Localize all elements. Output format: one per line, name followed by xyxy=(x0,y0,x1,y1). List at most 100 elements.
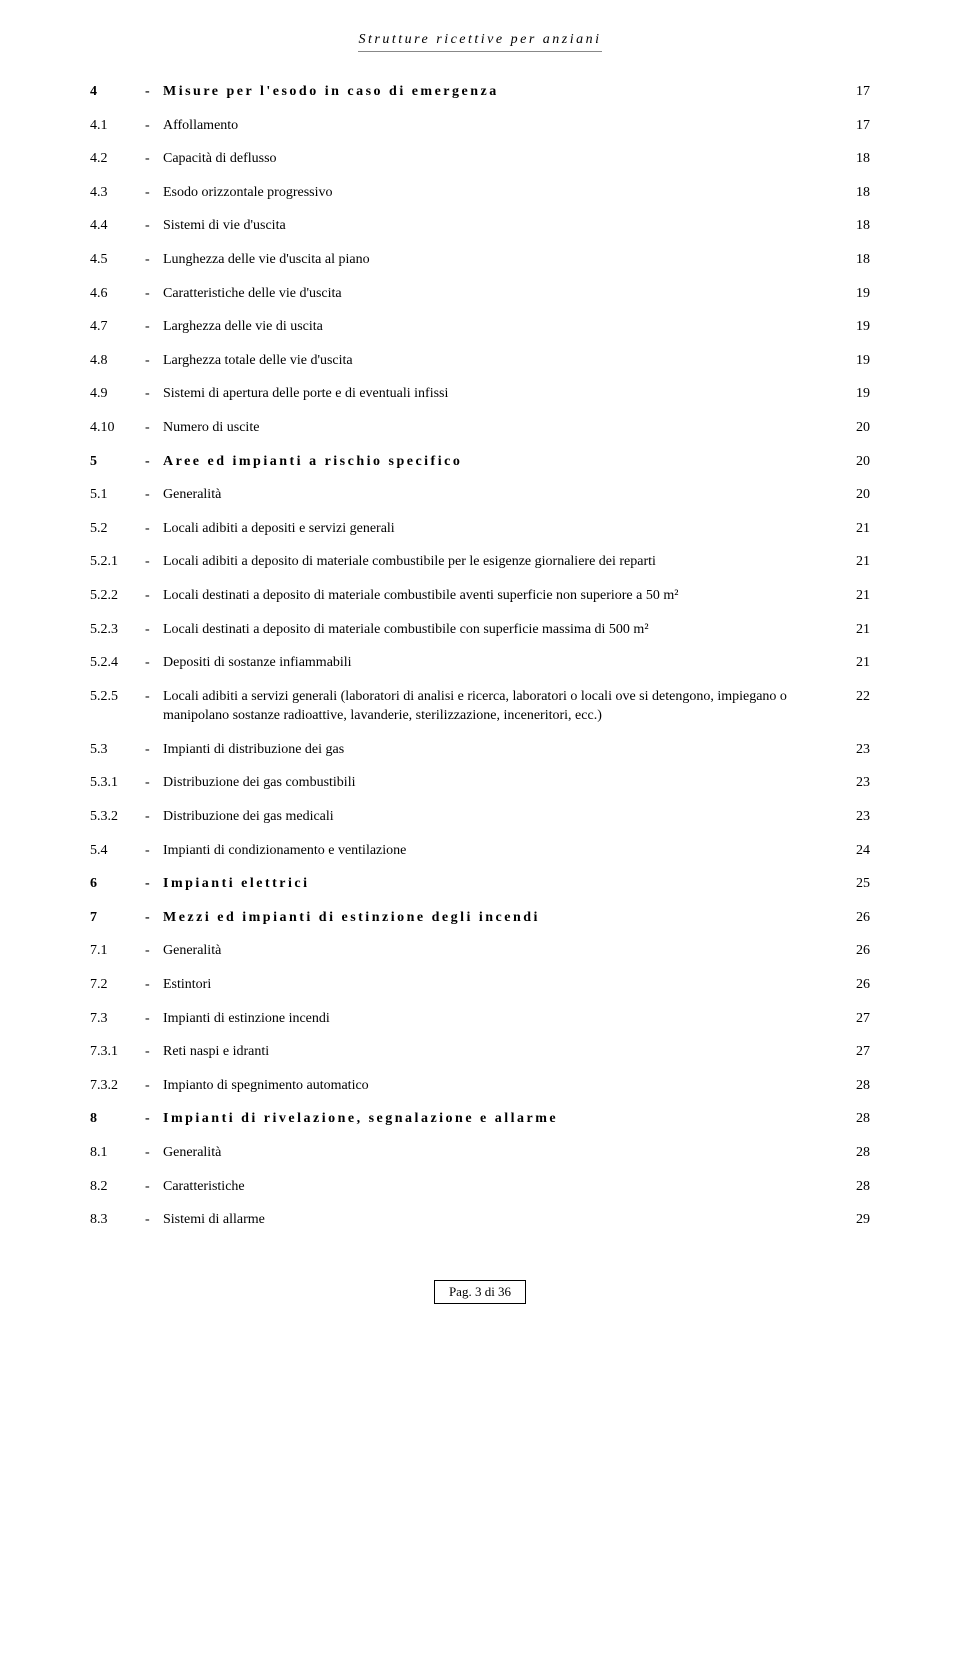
toc-title: Larghezza delle vie di uscita xyxy=(163,317,840,337)
toc-row: 4.10-Numero di uscite20 xyxy=(90,418,870,438)
toc-title: Esodo orizzontale progressivo xyxy=(163,183,840,203)
toc-page: 19 xyxy=(840,284,870,304)
toc-number: 4.5 xyxy=(90,250,145,270)
toc-dash: - xyxy=(145,1177,163,1197)
toc-row: 5.3.2-Distribuzione dei gas medicali23 xyxy=(90,807,870,827)
toc-row: 5.1-Generalità20 xyxy=(90,485,870,505)
toc-title: Locali adibiti a depositi e servizi gene… xyxy=(163,519,840,539)
toc-page: 18 xyxy=(840,250,870,270)
toc-title: Numero di uscite xyxy=(163,418,840,438)
toc-number: 5.4 xyxy=(90,841,145,861)
toc-row: 4.5-Lunghezza delle vie d'uscita al pian… xyxy=(90,250,870,270)
toc-number: 5.3.2 xyxy=(90,807,145,827)
toc-row: 4.7-Larghezza delle vie di uscita19 xyxy=(90,317,870,337)
toc-title: Locali adibiti a deposito di materiale c… xyxy=(163,552,840,572)
toc-page: 19 xyxy=(840,351,870,371)
toc-row: 8.1-Generalità28 xyxy=(90,1143,870,1163)
toc-number: 7.2 xyxy=(90,975,145,995)
toc-title: Impianti elettrici xyxy=(163,874,840,894)
toc-number: 8.2 xyxy=(90,1177,145,1197)
toc-title: Misure per l'esodo in caso di emergenza xyxy=(163,82,840,102)
toc-title: Locali adibiti a servizi generali (labor… xyxy=(163,687,840,726)
toc-title: Locali destinati a deposito di materiale… xyxy=(163,620,840,640)
toc-title: Impianti di distribuzione dei gas xyxy=(163,740,840,760)
toc-number: 7.3 xyxy=(90,1009,145,1029)
toc-row: 6-Impianti elettrici25 xyxy=(90,874,870,894)
toc-page: 26 xyxy=(840,908,870,928)
toc-number: 5.2.3 xyxy=(90,620,145,640)
toc-title: Affollamento xyxy=(163,116,840,136)
toc-title: Mezzi ed impianti di estinzione degli in… xyxy=(163,908,840,928)
toc-number: 5.2 xyxy=(90,519,145,539)
toc-page: 23 xyxy=(840,773,870,793)
toc-title: Sistemi di vie d'uscita xyxy=(163,216,840,236)
toc-page: 25 xyxy=(840,874,870,894)
toc-page: 24 xyxy=(840,841,870,861)
toc-page: 21 xyxy=(840,552,870,572)
toc-row: 8.3-Sistemi di allarme29 xyxy=(90,1210,870,1230)
toc-page: 18 xyxy=(840,183,870,203)
toc-page: 29 xyxy=(840,1210,870,1230)
toc-page: 21 xyxy=(840,519,870,539)
toc-row: 4-Misure per l'esodo in caso di emergenz… xyxy=(90,82,870,102)
toc-row: 5.2.3-Locali destinati a deposito di mat… xyxy=(90,620,870,640)
toc-row: 7.3.1-Reti naspi e idranti27 xyxy=(90,1042,870,1062)
toc-row: 8-Impianti di rivelazione, segnalazione … xyxy=(90,1109,870,1129)
toc-number: 4.6 xyxy=(90,284,145,304)
toc-row: 5-Aree ed impianti a rischio specifico20 xyxy=(90,452,870,472)
toc-dash: - xyxy=(145,740,163,760)
toc-row: 4.3-Esodo orizzontale progressivo18 xyxy=(90,183,870,203)
page-footer: Pag. 3 di 36 xyxy=(90,1280,870,1304)
toc-title: Impianti di estinzione incendi xyxy=(163,1009,840,1029)
toc-dash: - xyxy=(145,874,163,894)
toc-page: 28 xyxy=(840,1076,870,1096)
toc-dash: - xyxy=(145,250,163,270)
toc-row: 5.3.1-Distribuzione dei gas combustibili… xyxy=(90,773,870,793)
toc-page: 18 xyxy=(840,149,870,169)
toc-row: 5.2.2-Locali destinati a deposito di mat… xyxy=(90,586,870,606)
toc-row: 4.6-Caratteristiche delle vie d'uscita19 xyxy=(90,284,870,304)
toc-row: 8.2-Caratteristiche28 xyxy=(90,1177,870,1197)
toc-title: Capacità di deflusso xyxy=(163,149,840,169)
toc-page: 19 xyxy=(840,317,870,337)
toc-dash: - xyxy=(145,1042,163,1062)
toc-row: 5.3-Impianti di distribuzione dei gas23 xyxy=(90,740,870,760)
toc-row: 7.1-Generalità26 xyxy=(90,941,870,961)
toc-page: 17 xyxy=(840,116,870,136)
toc-row: 7.3.2-Impianto di spegnimento automatico… xyxy=(90,1076,870,1096)
toc-number: 4.7 xyxy=(90,317,145,337)
toc-page: 23 xyxy=(840,807,870,827)
toc-dash: - xyxy=(145,586,163,606)
toc-page: 20 xyxy=(840,418,870,438)
toc-number: 7.3.1 xyxy=(90,1042,145,1062)
toc-title: Generalità xyxy=(163,1143,840,1163)
toc-title: Distribuzione dei gas combustibili xyxy=(163,773,840,793)
toc-title: Locali destinati a deposito di materiale… xyxy=(163,586,840,606)
toc-row: 4.2-Capacità di deflusso18 xyxy=(90,149,870,169)
toc-dash: - xyxy=(145,82,163,102)
toc-number: 5 xyxy=(90,452,145,472)
toc-dash: - xyxy=(145,284,163,304)
toc-title: Impianto di spegnimento automatico xyxy=(163,1076,840,1096)
toc-dash: - xyxy=(145,841,163,861)
toc-number: 5.2.2 xyxy=(90,586,145,606)
toc-number: 5.3.1 xyxy=(90,773,145,793)
toc-dash: - xyxy=(145,149,163,169)
toc-dash: - xyxy=(145,1210,163,1230)
toc-number: 4.10 xyxy=(90,418,145,438)
toc-page: 28 xyxy=(840,1177,870,1197)
toc-dash: - xyxy=(145,620,163,640)
toc-row: 7-Mezzi ed impianti di estinzione degli … xyxy=(90,908,870,928)
toc-number: 4.3 xyxy=(90,183,145,203)
toc-number: 5.3 xyxy=(90,740,145,760)
toc-page: 23 xyxy=(840,740,870,760)
toc-number: 6 xyxy=(90,874,145,894)
toc-page: 21 xyxy=(840,586,870,606)
toc-dash: - xyxy=(145,485,163,505)
toc-dash: - xyxy=(145,1076,163,1096)
toc-page: 20 xyxy=(840,485,870,505)
toc-dash: - xyxy=(145,908,163,928)
toc-number: 4.8 xyxy=(90,351,145,371)
toc-row: 4.1-Affollamento17 xyxy=(90,116,870,136)
toc-dash: - xyxy=(145,807,163,827)
